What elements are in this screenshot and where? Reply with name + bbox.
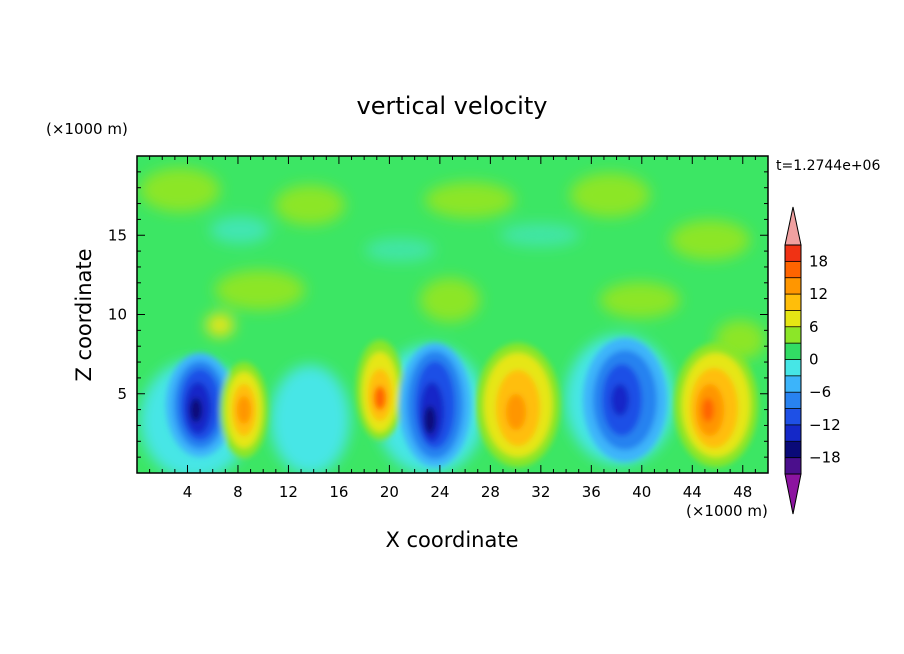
colorbar-tick-label: 12 (809, 285, 828, 303)
chart-title: vertical velocity (357, 92, 548, 120)
convective-cells (166, 338, 758, 467)
x-tick-label: 48 (733, 483, 752, 501)
colorbar-swatch (785, 359, 801, 377)
x-unit-label: (×1000 m) (686, 502, 768, 520)
y-axis-ticks: 5 10 15 (108, 171, 768, 458)
y-tick-label: 15 (108, 226, 127, 244)
colorbar-under-arrow (784, 473, 802, 515)
y-axis-label: Z coordinate (72, 248, 96, 381)
colorbar-swatch (785, 441, 801, 459)
colorbar-swatch (785, 294, 801, 311)
plot-area (137, 156, 768, 473)
time-label: t=1.2744e+06 (776, 158, 880, 174)
colorbar-tick-label: −12 (809, 416, 841, 434)
colorbar-swatch (785, 310, 801, 328)
x-axis-label: X coordinate (385, 528, 518, 552)
colorbar-swatch (785, 261, 801, 279)
x-tick-label: 4 (183, 483, 193, 501)
colorbar-swatch (785, 408, 801, 426)
x-tick-label: 28 (481, 483, 500, 501)
x-tick-label: 32 (531, 483, 550, 501)
colorbar-swatch (785, 326, 801, 344)
x-tick-label: 24 (430, 483, 449, 501)
y-tick-label: 5 (117, 385, 127, 403)
colorbar-tick-label: 6 (809, 318, 819, 336)
colorbar-tick-label: −18 (809, 449, 841, 467)
colorbar-swatch (785, 245, 801, 262)
x-tick-label: 20 (380, 483, 399, 501)
x-axis-ticks: 4 8 12 16 20 24 28 32 36 40 44 48 (149, 156, 756, 501)
x-tick-label: 40 (632, 483, 651, 501)
colorbar-swatch (785, 343, 801, 360)
colorbar-swatch (785, 375, 801, 393)
colorbar-swatch (785, 424, 801, 442)
x-tick-label: 16 (329, 483, 348, 501)
colorbar-tick-label: 18 (809, 252, 828, 270)
colorbar-swatch (785, 277, 801, 295)
y-tick-label: 10 (108, 306, 127, 324)
x-tick-label: 12 (279, 483, 298, 501)
x-tick-label: 8 (233, 483, 243, 501)
colorbar-tick-label: −6 (809, 383, 831, 401)
colorbar-swatch (785, 392, 801, 410)
colorbar-swatch (785, 457, 801, 475)
y-unit-label: (×1000 m) (46, 120, 128, 138)
colorbar-over-arrow (784, 206, 802, 246)
colorbar-tick-label: 0 (809, 351, 819, 369)
x-tick-label: 36 (582, 483, 601, 501)
x-tick-label: 44 (683, 483, 702, 501)
colorbar: −18 −12 −6 0 6 12 18 (784, 206, 841, 515)
